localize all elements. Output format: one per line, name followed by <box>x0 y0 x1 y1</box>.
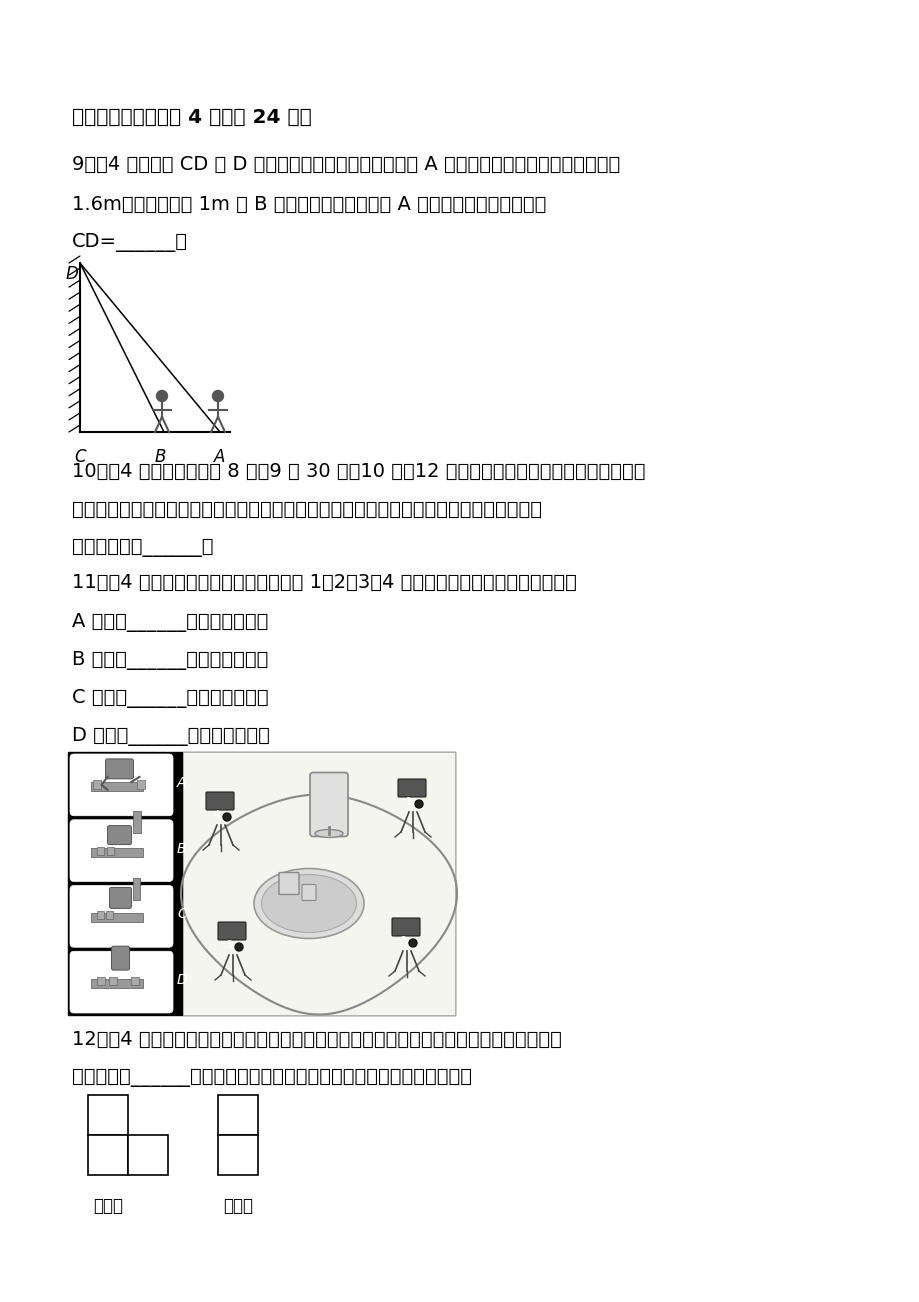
Text: A 图象是______号摄像机所拍，: A 图象是______号摄像机所拍， <box>72 613 268 631</box>
Bar <box>88 1135 128 1174</box>
Bar <box>97 846 105 854</box>
Circle shape <box>156 391 167 401</box>
FancyBboxPatch shape <box>111 947 130 970</box>
FancyBboxPatch shape <box>310 772 347 836</box>
Bar <box>218 1095 257 1135</box>
Text: C: C <box>176 907 187 922</box>
Text: C: C <box>74 448 85 466</box>
Text: 图形可能是______。（把下图中正确的立体图形的序号都填在横线上）。: 图形可能是______。（把下图中正确的立体图形的序号都填在横线上）。 <box>72 1068 471 1087</box>
Circle shape <box>234 943 243 950</box>
Text: 二、填空题（每小题 4 分，共 24 分）: 二、填空题（每小题 4 分，共 24 分） <box>72 108 312 128</box>
Bar <box>91 914 143 922</box>
Ellipse shape <box>254 868 364 939</box>
Bar <box>183 753 455 1016</box>
Bar <box>108 846 114 854</box>
Text: 1.6m，他向墙壁走 1m 到 B 处时发现影子刚好落在 A 点，则灯泡与地面的距离: 1.6m，他向墙壁走 1m 到 B 处时发现影子刚好落在 A 点，则灯泡与地面的… <box>72 195 546 214</box>
Text: 3: 3 <box>226 940 232 950</box>
FancyBboxPatch shape <box>70 885 173 948</box>
Bar <box>97 911 105 919</box>
Circle shape <box>212 391 223 401</box>
Bar <box>218 1135 257 1174</box>
Text: 最长的时刻为______。: 最长的时刻为______。 <box>72 538 213 557</box>
FancyBboxPatch shape <box>391 918 420 936</box>
Text: 主视图: 主视图 <box>93 1197 123 1215</box>
Text: C 图象是______号摄像机所拍，: C 图象是______号摄像机所拍， <box>72 689 268 708</box>
Bar <box>97 976 106 986</box>
Circle shape <box>409 939 416 947</box>
FancyBboxPatch shape <box>398 779 425 797</box>
FancyBboxPatch shape <box>206 792 233 810</box>
Bar <box>88 1095 128 1135</box>
Text: B 图象是______号摄像机所拍，: B 图象是______号摄像机所拍， <box>72 651 268 671</box>
Bar <box>133 811 142 832</box>
Text: CD=______。: CD=______。 <box>72 233 187 253</box>
Text: 左视图: 左视图 <box>222 1197 253 1215</box>
Ellipse shape <box>314 829 343 837</box>
Bar <box>133 879 141 901</box>
Bar <box>91 979 143 988</box>
Text: A: A <box>214 448 225 466</box>
Text: 1: 1 <box>405 797 412 807</box>
FancyBboxPatch shape <box>218 922 245 940</box>
Bar <box>131 976 140 986</box>
Bar <box>109 976 118 986</box>
Ellipse shape <box>261 875 357 932</box>
Text: 12．（4 分）下图是由四个相同的小立方体组成的立体图形的主视图和左视图，那么原立体: 12．（4 分）下图是由四个相同的小立方体组成的立体图形的主视图和左视图，那么原… <box>72 1030 562 1049</box>
Circle shape <box>414 799 423 809</box>
FancyBboxPatch shape <box>70 820 173 881</box>
FancyBboxPatch shape <box>70 754 173 816</box>
Text: 11．（4 分）如图所示，电视台的摄像机 1、2、3、4 在不同位置拍摄了四幅画面，则：: 11．（4 分）如图所示，电视台的摄像机 1、2、3、4 在不同位置拍摄了四幅画… <box>72 573 576 592</box>
Text: 茎随太阳转动的情况，无意之中，他发现这四个时刻向日葵影子的长度各不相同，那么影子: 茎随太阳转动的情况，无意之中，他发现这四个时刻向日葵影子的长度各不相同，那么影子 <box>72 500 541 519</box>
Circle shape <box>222 812 231 822</box>
Bar <box>91 783 143 790</box>
FancyBboxPatch shape <box>301 884 315 901</box>
FancyBboxPatch shape <box>106 759 133 779</box>
Bar <box>94 780 101 789</box>
Text: A: A <box>176 776 187 790</box>
Bar <box>128 1135 168 1174</box>
Bar <box>107 911 113 919</box>
Text: 10．（4 分）小亮在上午 8 时，9 时 30 分，10 时，12 时四次到室外的阳光下观察向日葵的头: 10．（4 分）小亮在上午 8 时，9 时 30 分，10 时，12 时四次到室… <box>72 462 645 480</box>
Text: D: D <box>66 266 79 283</box>
Text: 4: 4 <box>214 810 220 820</box>
Text: B: B <box>154 448 166 466</box>
Text: B: B <box>176 841 187 855</box>
FancyBboxPatch shape <box>108 825 131 845</box>
Text: 2: 2 <box>400 936 405 947</box>
Bar <box>137 780 145 789</box>
FancyBboxPatch shape <box>70 952 173 1013</box>
FancyBboxPatch shape <box>278 872 299 894</box>
Text: 9．（4 分）墙壁 CD 上 D 处有一盏灯（如图），小明站在 A 处测得他的影长与身长相等，都为: 9．（4 分）墙壁 CD 上 D 处有一盏灯（如图），小明站在 A 处测得他的影… <box>72 155 619 174</box>
FancyBboxPatch shape <box>109 888 131 909</box>
Bar <box>68 753 455 1016</box>
Text: D: D <box>176 973 187 987</box>
Bar <box>91 848 143 857</box>
Text: D 图象是______号摄像机所拍。: D 图象是______号摄像机所拍。 <box>72 727 269 746</box>
